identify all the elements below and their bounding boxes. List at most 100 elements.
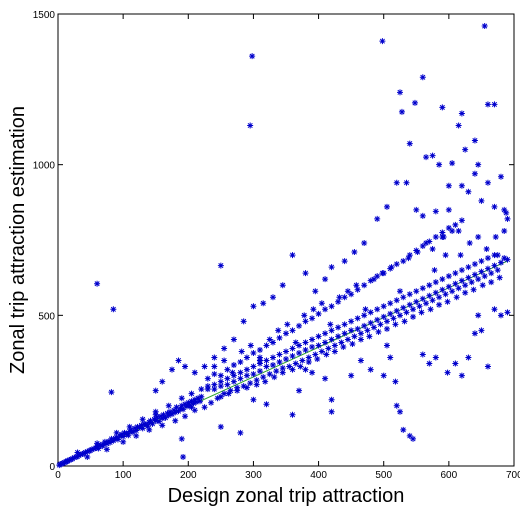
data-point [322,276,329,283]
data-point [169,411,175,418]
data-point [341,294,348,301]
data-point [224,375,231,382]
data-point [496,274,503,281]
data-point [296,387,303,394]
data-point [442,291,449,298]
data-point [458,217,465,224]
data-point [445,283,452,290]
data-point [191,407,198,414]
data-point [449,160,456,167]
data-point [379,38,386,45]
data-point [82,449,89,456]
data-point [432,289,439,296]
data-point [169,366,175,373]
data-point [234,387,241,394]
data-point [419,74,426,81]
data-point [182,413,189,420]
data-point [301,312,308,319]
data-point [256,354,263,361]
data-point [423,154,430,161]
data-point [237,429,244,436]
data-point [392,378,399,385]
data-point [256,357,263,364]
data-point [310,306,317,313]
data-point [217,372,224,379]
data-point [204,386,211,393]
data-point [380,313,387,320]
data-point [379,270,386,277]
data-point [159,415,166,422]
data-point [201,404,208,411]
data-point [383,318,390,325]
data-point [374,215,381,222]
data-point [387,310,394,317]
data-point [211,386,218,393]
data-point [217,383,224,390]
data-point [170,407,177,414]
data-point [305,359,312,366]
data-point [397,312,403,319]
data-point [462,289,469,296]
data-point [133,432,140,439]
data-point [250,350,257,356]
data-point [240,383,247,390]
data-point [315,310,322,317]
data-point [370,324,377,331]
data-point [188,390,195,397]
data-point [247,342,254,349]
data-point [491,306,498,313]
data-point [439,286,446,293]
data-point [432,354,439,361]
data-point [413,206,420,213]
data-point [432,208,439,215]
data-point [494,252,501,259]
data-point [465,264,472,271]
data-point [504,256,511,263]
data-point [383,203,390,210]
data-point [491,252,498,259]
data-point [348,372,355,379]
data-point [429,246,436,253]
data-point [129,429,136,436]
data-point [164,410,171,417]
data-point [90,445,97,452]
data-point [243,372,250,379]
data-point [178,395,185,402]
data-point [224,366,231,373]
data-point [133,427,140,434]
data-point [230,336,237,343]
data-point [191,396,198,403]
data-point [501,255,508,262]
data-point [250,396,257,403]
data-point [406,252,413,259]
data-point [478,258,485,265]
data-point [436,161,443,168]
data-point [247,380,254,387]
data-point [351,333,358,340]
data-point [69,455,76,462]
x-tick-label: 700 [506,470,520,481]
data-point [162,414,169,421]
data-point [238,348,245,355]
x-tick-label: 400 [310,470,327,481]
data-point [197,398,204,405]
data-point [341,258,348,265]
data-point [125,432,132,439]
data-point [423,240,430,247]
data-point [144,423,151,430]
data-point [269,354,276,361]
data-point [227,387,234,394]
data-point [108,389,115,396]
data-point [322,306,329,313]
data-point [429,152,436,159]
data-point [481,23,488,30]
x-tick-label: 100 [115,470,132,481]
data-point [449,227,456,234]
data-point [348,318,355,325]
data-point [491,101,498,108]
data-point [374,316,381,323]
data-point [436,294,443,301]
data-point [458,277,465,284]
plot-area [57,13,515,467]
data-point [400,258,407,265]
